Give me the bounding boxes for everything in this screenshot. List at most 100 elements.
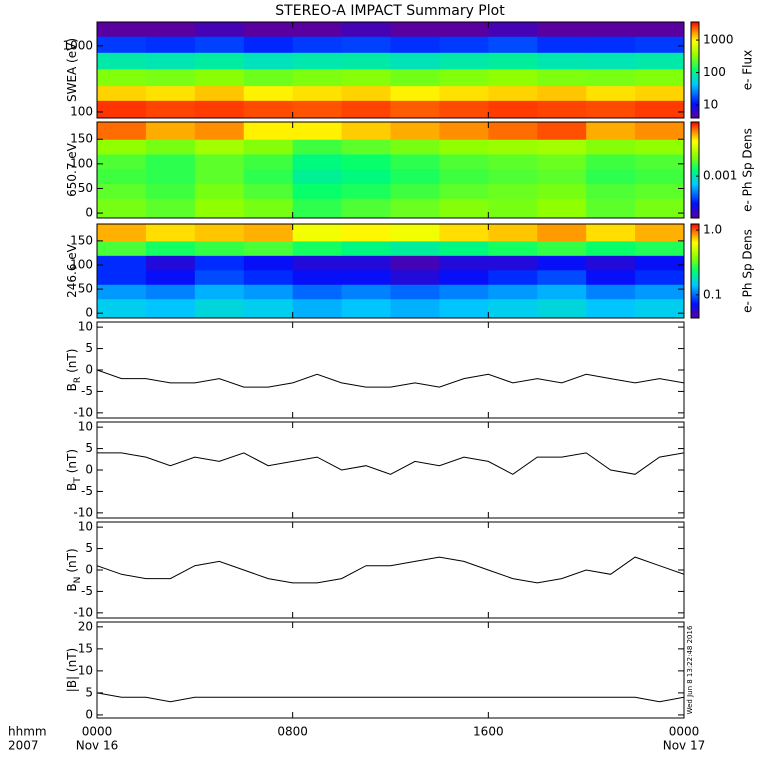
heatmap-cell (586, 183, 636, 199)
heatmap-cell (390, 22, 440, 37)
heatmap-cell (439, 269, 489, 285)
heatmap-cell (439, 139, 489, 155)
heatmap-cell (97, 36, 147, 53)
heatmap-cell (341, 183, 391, 199)
heatmap-cell (145, 85, 196, 101)
heatmap-cell (635, 139, 684, 155)
heatmap-cell (390, 139, 440, 155)
y-label-subscript: T (73, 477, 83, 484)
heatmap-cell (145, 183, 196, 199)
heatmap-cell (145, 52, 196, 70)
heatmap-cell (537, 154, 587, 170)
heatmap-cell (145, 154, 196, 170)
y-tick-label: -10 (73, 405, 93, 419)
heatmap-cell (488, 224, 538, 242)
heatmap-cell (292, 284, 343, 300)
heatmap-cell (145, 122, 196, 140)
heatmap-cell (635, 36, 684, 53)
plot-area (97, 224, 684, 319)
y-label-text: B (65, 383, 79, 391)
y-tick-label: 15 (78, 641, 93, 655)
heatmap-cell (586, 122, 636, 140)
heatmap-cell (488, 22, 538, 37)
heatmap-cell (194, 36, 245, 53)
colorbar (690, 121, 700, 219)
heatmap-cell (97, 255, 147, 271)
y-tick-label: 5 (85, 541, 93, 555)
y-axis-label: BN (nT) (65, 548, 83, 591)
heatmap-cell (97, 240, 147, 256)
heatmap-cell (341, 269, 391, 285)
heatmap-cell (97, 269, 147, 285)
heatmap-cell (145, 240, 196, 256)
colorbar-tick-label: 0.001 (703, 169, 737, 183)
heatmap-cell (341, 168, 391, 185)
heatmap-cell (390, 284, 440, 300)
heatmap-cell (390, 36, 440, 53)
y-tick-label: -10 (73, 505, 93, 519)
heatmap-cell (341, 198, 391, 219)
heatmap-cell (292, 255, 343, 271)
heatmap-cell (145, 139, 196, 155)
line-series (97, 692, 684, 703)
heatmap-cell (292, 85, 343, 101)
colorbar-label: e- Flux (741, 50, 755, 90)
y-label-subscript: R (73, 377, 83, 383)
y-tick-label: 10 (78, 420, 93, 434)
heatmap-cell (243, 154, 294, 170)
heatmap-cell (243, 255, 294, 271)
heatmap-cell (194, 224, 245, 242)
plot-area (97, 692, 684, 703)
heatmap-cell (145, 284, 196, 300)
heatmap-cell (488, 284, 538, 300)
heatmap-cell (292, 269, 343, 285)
heatmap-cell (145, 298, 196, 319)
heatmap-cell (243, 22, 294, 37)
heatmap-cell (537, 22, 587, 37)
heatmap-cell (243, 224, 294, 242)
heatmap-cell (635, 255, 684, 271)
heatmap-cell (341, 298, 391, 319)
heatmap-cell (97, 122, 147, 140)
y-tick-label: 150 (70, 233, 93, 247)
heatmap-cell (292, 154, 343, 170)
heatmap-cell (390, 52, 440, 70)
panel-frame (96, 21, 685, 119)
heatmap-cell (586, 284, 636, 300)
heatmap-cell (390, 85, 440, 101)
heatmap-cell (586, 22, 636, 37)
heatmap-cell (439, 36, 489, 53)
y-axis-label: 246.6 eV (65, 243, 79, 298)
heatmap-cell (635, 85, 684, 101)
y-label-unit: (nT) (65, 349, 79, 373)
heatmap-cell (586, 269, 636, 285)
x-date-label: Nov 16 (76, 739, 119, 753)
heatmap-cell (194, 269, 245, 285)
heatmap-cell (390, 100, 440, 119)
heatmap-cell (635, 154, 684, 170)
heatmap-cell (439, 198, 489, 219)
heatmap-cell (292, 224, 343, 242)
line-series (97, 369, 684, 388)
heatmap-cell (97, 198, 147, 219)
y-tick-label: 10 (78, 663, 93, 677)
y-tick-label: -10 (73, 605, 93, 619)
heatmap-cell (635, 284, 684, 300)
heatmap-cell (635, 52, 684, 70)
heatmap-cell (586, 224, 636, 242)
heatmap-cell (97, 298, 147, 319)
heatmap-cell (635, 22, 684, 37)
heatmap-cell (243, 52, 294, 70)
heatmap-cell (439, 240, 489, 256)
heatmap-cell (243, 68, 294, 87)
x-tick-label: 0000 (669, 725, 700, 739)
colorbar (690, 21, 700, 119)
heatmap-cell (390, 198, 440, 219)
heatmap-cell (586, 154, 636, 170)
heatmap-cell (341, 52, 391, 70)
heatmap-cell (439, 183, 489, 199)
heatmap-cell (586, 139, 636, 155)
